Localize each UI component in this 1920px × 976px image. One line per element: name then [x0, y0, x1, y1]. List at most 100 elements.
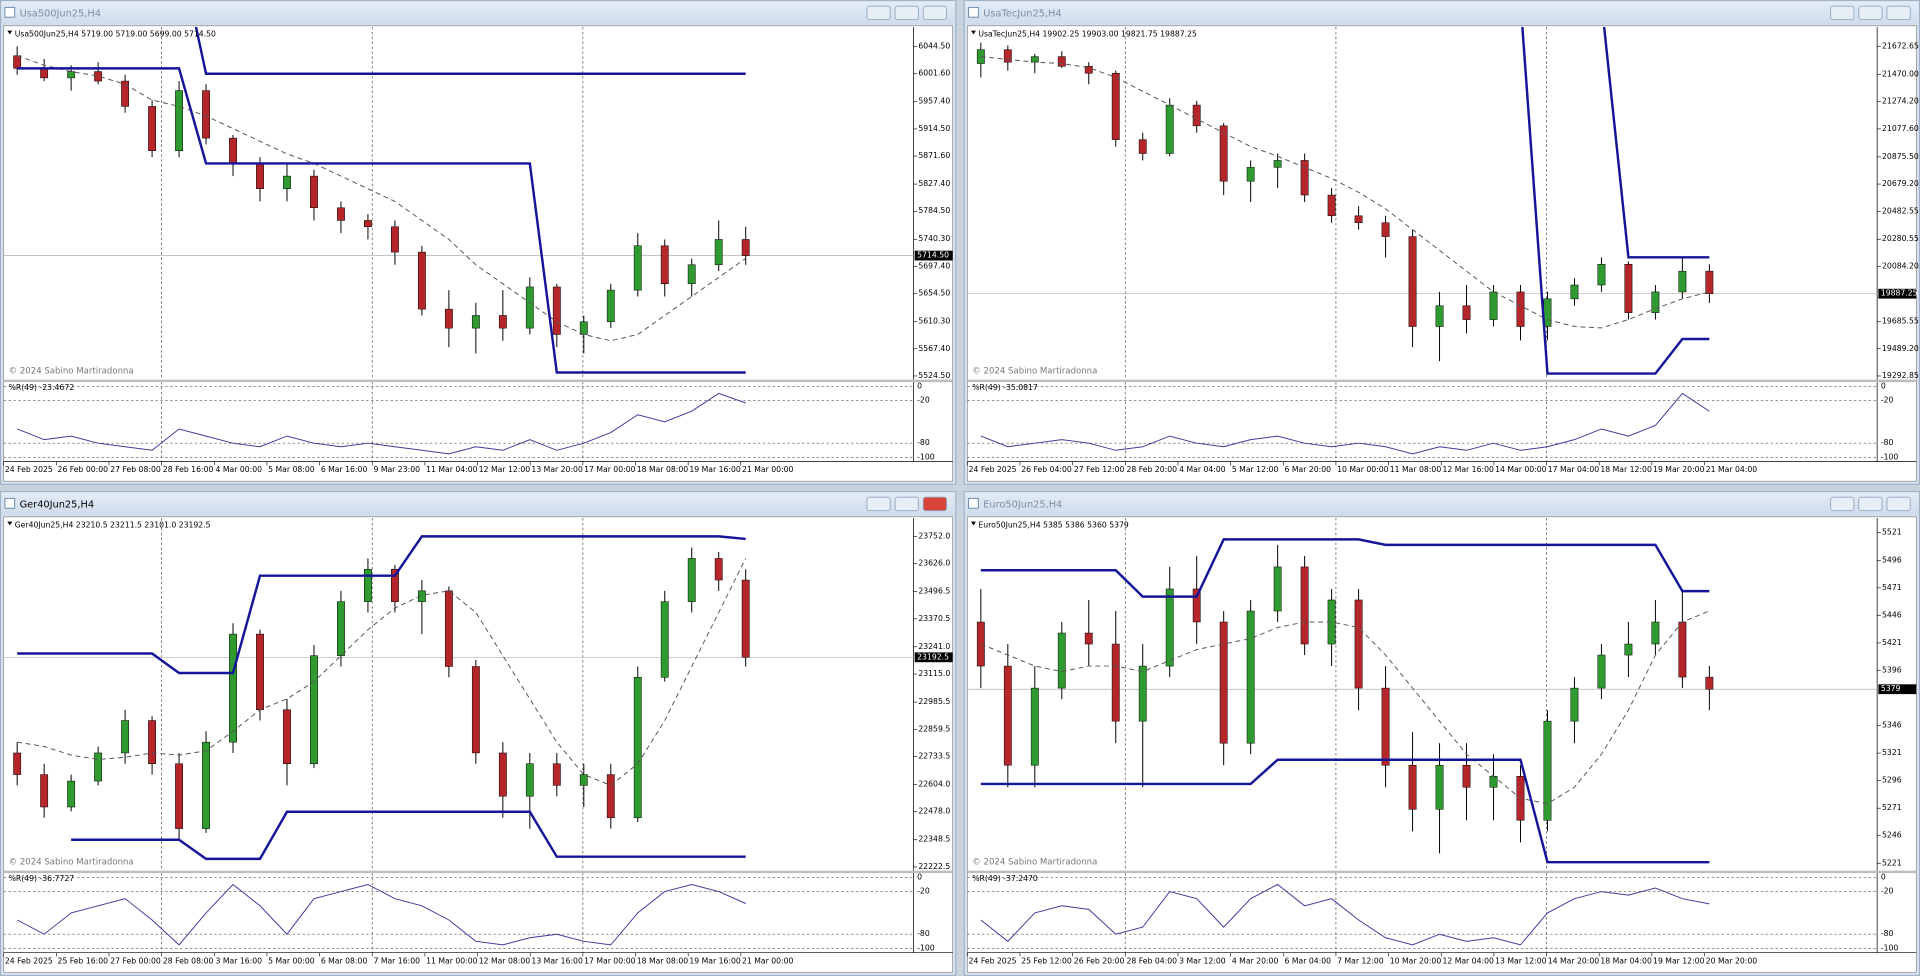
indicator-tick-label: -100 — [1881, 943, 1899, 952]
candle-body — [40, 68, 49, 79]
candle-body — [1678, 621, 1687, 678]
close-button[interactable] — [922, 496, 947, 512]
candle-body — [660, 601, 669, 678]
time-label: 19 Mar 16:00 — [689, 465, 741, 474]
candle-body — [1516, 291, 1525, 327]
symbol-marker — [7, 30, 13, 35]
price-plot — [13, 26, 750, 374]
time-label: 28 Feb 20:00 — [1127, 465, 1178, 474]
y-tick-label: 21077.60 — [1882, 124, 1919, 133]
maximize-button[interactable] — [894, 496, 919, 512]
time-label: 5 Mar 00:00 — [268, 956, 315, 965]
close-button[interactable] — [922, 5, 947, 21]
y-tick-label: 20679.20 — [1882, 179, 1919, 188]
time-label: 17 Mar 00:00 — [584, 956, 636, 965]
maximize-button[interactable] — [1858, 5, 1883, 21]
time-label: 18 Mar 08:00 — [637, 956, 689, 965]
time-label: 28 Feb 16:00 — [163, 465, 214, 474]
time-label: 12 Mar 08:00 — [479, 956, 531, 965]
window-icon — [968, 6, 979, 18]
candle-body — [1570, 687, 1579, 722]
price-plot — [976, 538, 1714, 864]
y-tick-label: 5697.40 — [918, 261, 950, 270]
y-tick-label: 22985.5 — [918, 697, 950, 706]
y-tick-label: 5784.50 — [918, 206, 950, 215]
time-label: 6 Mar 04:00 — [1284, 956, 1331, 965]
minimize-button[interactable] — [1830, 496, 1855, 512]
y-tick-label: 20482.55 — [1882, 206, 1919, 215]
candle-body — [1543, 720, 1552, 821]
candle-body — [175, 90, 183, 152]
candle-body — [1300, 566, 1309, 645]
candle-body — [1705, 270, 1714, 294]
current-price-label: 5379 — [1881, 684, 1901, 693]
chart-area — [966, 516, 1917, 973]
y-tick-label: 6044.50 — [918, 42, 950, 51]
current-price-box — [1878, 288, 1917, 299]
time-label: 21 Mar 00:00 — [742, 465, 794, 474]
candle-body — [579, 321, 588, 335]
williams-r-line — [16, 883, 746, 946]
indicator-tick-label: -80 — [917, 438, 930, 447]
close-button[interactable] — [1886, 5, 1911, 21]
y-tick-label: 5321 — [1882, 748, 1902, 757]
minimize-button[interactable] — [1830, 5, 1855, 21]
indicator-tick-label: 0 — [917, 872, 922, 881]
candle-body — [1381, 222, 1390, 237]
candle-body — [1678, 270, 1687, 293]
time-label: 28 Feb 08:00 — [163, 956, 214, 965]
window-icon — [968, 497, 979, 509]
candle-body — [1165, 104, 1174, 154]
candle-body — [1057, 632, 1066, 689]
y-tick-label: 21274.20 — [1882, 97, 1919, 106]
candle-body — [1030, 56, 1039, 63]
candle-body — [1489, 775, 1498, 788]
close-button[interactable] — [1886, 496, 1911, 512]
indicator-tick-label: 0 — [917, 381, 922, 390]
moving-average — [980, 610, 1710, 805]
y-tick-label: 5957.40 — [918, 97, 950, 106]
time-label: 10 Mar 00:00 — [1337, 465, 1389, 474]
time-label: 26 Feb 20:00 — [1074, 956, 1125, 965]
time-label: 25 Feb 12:00 — [1021, 956, 1072, 965]
time-label: 21 Mar 00:00 — [742, 956, 794, 965]
candle-body — [1381, 687, 1390, 766]
candle-body — [1489, 291, 1498, 320]
candle-body — [714, 239, 723, 266]
indicator-tick-label: -80 — [1881, 438, 1894, 447]
y-tick-label: 5221 — [1882, 858, 1902, 867]
time-label: 18 Mar 04:00 — [1600, 956, 1652, 965]
current-price-box — [914, 652, 953, 663]
maximize-button[interactable] — [894, 5, 919, 21]
candle-body — [229, 633, 237, 743]
candle-body — [633, 677, 642, 819]
candle-body — [525, 763, 534, 797]
candle-body — [310, 655, 318, 765]
candle-body — [1003, 49, 1012, 63]
y-tick-label: 22348.5 — [918, 835, 950, 844]
indicator-label: %R(49) -36.7727 — [9, 874, 75, 883]
y-tick-label: 22604.0 — [918, 780, 950, 789]
symbol-marker — [971, 30, 976, 35]
candle-body — [552, 286, 561, 335]
candle-body — [1651, 291, 1660, 313]
copyright: © 2024 Sabino Martiradonna — [9, 367, 134, 377]
symbol-info: Usa500Jun25,H4 5719.00 5719.00 5699.00 5… — [15, 29, 216, 38]
y-tick-label: 23241.0 — [918, 642, 950, 651]
current-price-label: 19887.25 — [1881, 289, 1918, 298]
minimize-button[interactable] — [866, 5, 891, 21]
time-label: 24 Feb 2025 — [5, 956, 53, 965]
time-label: 27 Feb 08:00 — [110, 465, 161, 474]
window-title: Usa500Jun25,H4 — [20, 9, 101, 20]
minimize-button[interactable] — [866, 496, 891, 512]
williams-r-line — [980, 883, 1710, 946]
time-label: 12 Mar 12:00 — [479, 465, 531, 474]
title-bar — [964, 1, 1919, 25]
time-label: 11 Mar 04:00 — [426, 465, 478, 474]
maximize-button[interactable] — [1858, 496, 1883, 512]
candle-body — [1192, 104, 1201, 127]
current-price-box — [1878, 684, 1917, 695]
channel-lower — [17, 67, 746, 374]
time-label: 7 Mar 12:00 — [1337, 956, 1384, 965]
candle-body — [40, 774, 49, 808]
